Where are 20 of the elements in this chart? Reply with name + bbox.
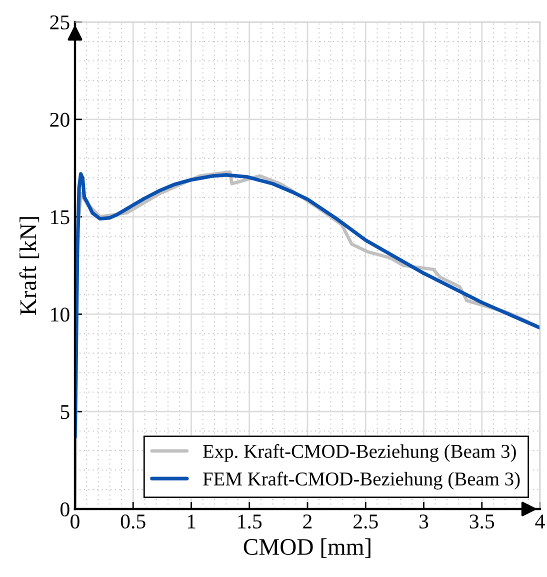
x-tick-label: 1	[188, 514, 196, 528]
x-tick-label: 2	[303, 514, 312, 528]
x-tick-label: 4	[535, 514, 545, 528]
y-tick-label: 20	[50, 112, 70, 127]
y-tick-label: 10	[51, 308, 70, 322]
y-tick-label: 5	[60, 405, 70, 420]
x-tick-label: 0.5	[120, 514, 146, 529]
x-axis-title: CMOD [mm]	[244, 538, 370, 558]
x-tick-label: 3.5	[470, 514, 494, 529]
legend-label: Exp. Kraft-CMOD-Beziehung (Beam 3)	[203, 444, 516, 462]
x-tick-label: 1.5	[238, 514, 262, 529]
y-tick-label: 15	[51, 210, 70, 224]
legend-label: FEM Kraft-CMOD-Beziehung (Beam 3)	[203, 472, 520, 490]
y-tick-label: 25	[50, 15, 70, 30]
x-tick-label: 0	[70, 514, 80, 529]
line-series	[75, 172, 540, 439]
y-tick-label: 0	[60, 502, 70, 516]
y-axis-title: Kraft [kN]	[19, 217, 40, 315]
x-tick-label: 3	[420, 514, 428, 529]
x-tick-label: 2.5	[354, 514, 378, 529]
